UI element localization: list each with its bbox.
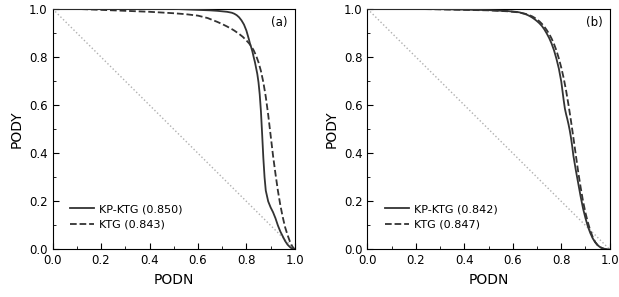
KTG (0.843) [209, 18, 216, 22]
KP-KTG (0.850) [291, 248, 298, 251]
KP-KTG (0.850) [54, 7, 61, 11]
X-axis label: PODN: PODN [469, 273, 509, 287]
KP-KTG (0.842) [473, 8, 480, 12]
KP-KTG (0.842) [519, 12, 526, 15]
Line: KP-KTG (0.842): KP-KTG (0.842) [368, 9, 610, 249]
KP-KTG (0.850) [230, 12, 238, 15]
KTG (0.847) [369, 7, 376, 11]
KP-KTG (0.850) [255, 80, 262, 84]
Legend: KP-KTG (0.850), KTG (0.843): KP-KTG (0.850), KTG (0.843) [66, 200, 187, 234]
KTG (0.843) [282, 225, 289, 229]
KP-KTG (0.842) [504, 9, 512, 13]
Y-axis label: PODY: PODY [324, 110, 339, 148]
KTG (0.843) [243, 39, 250, 42]
KTG (0.847) [574, 170, 582, 174]
Legend: KP-KTG (0.842), KTG (0.847): KP-KTG (0.842), KTG (0.847) [380, 200, 502, 234]
Text: (b): (b) [586, 16, 602, 29]
Line: KTG (0.847): KTG (0.847) [368, 9, 610, 249]
KTG (0.847) [560, 76, 568, 80]
KP-KTG (0.842) [514, 10, 521, 14]
KP-KTG (0.842) [561, 107, 569, 110]
KP-KTG (0.850) [258, 109, 265, 113]
KTG (0.843) [291, 248, 298, 251]
X-axis label: PODN: PODN [154, 273, 194, 287]
KTG (0.847) [364, 7, 371, 11]
KP-KTG (0.850) [267, 206, 274, 209]
KP-KTG (0.850) [49, 7, 56, 11]
KTG (0.847) [521, 12, 529, 15]
KTG (0.847) [555, 57, 563, 60]
KTG (0.843) [49, 7, 56, 11]
KTG (0.843) [233, 31, 240, 34]
Line: KTG (0.843): KTG (0.843) [53, 9, 295, 249]
KTG (0.847) [606, 248, 613, 251]
KTG (0.847) [548, 37, 555, 40]
KP-KTG (0.842) [606, 248, 613, 251]
KTG (0.843) [248, 45, 255, 48]
Text: (a): (a) [271, 16, 288, 29]
KP-KTG (0.850) [251, 60, 259, 64]
KP-KTG (0.842) [521, 12, 529, 16]
Line: KP-KTG (0.850): KP-KTG (0.850) [53, 9, 295, 249]
Y-axis label: PODY: PODY [9, 110, 24, 148]
KP-KTG (0.842) [364, 7, 371, 11]
KTG (0.843) [73, 7, 80, 11]
